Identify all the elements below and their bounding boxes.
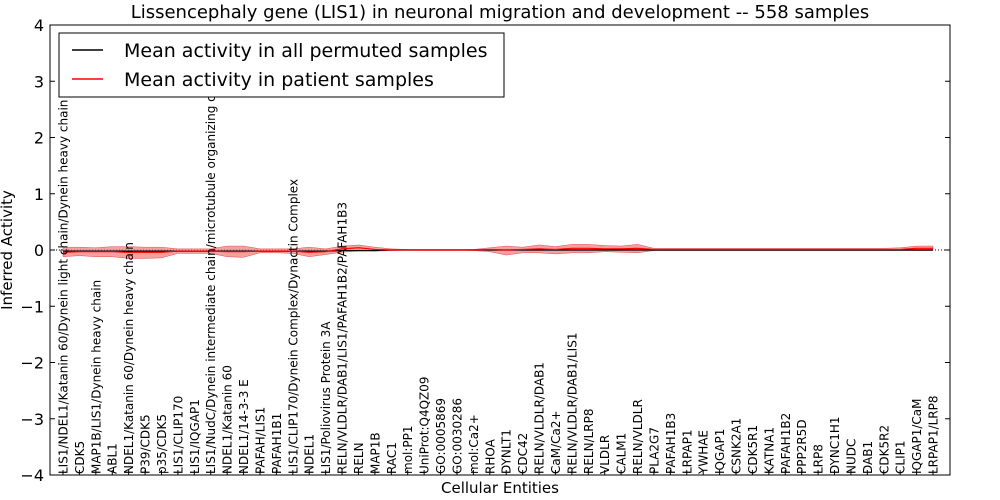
y-tick-label: 1 [34,185,44,204]
plot-area [49,24,951,476]
legend: Mean activity in all permuted samples Me… [58,32,505,98]
x-tick-label: DYNLT1 [500,429,514,474]
x-tick-label: RELN/LRP8 [582,408,596,474]
x-tick-label: ABL1 [106,443,120,474]
series-line-patient [62,247,933,253]
x-tick-label: PPP2R5D [795,419,809,474]
y-tick-label: −2 [20,354,44,373]
x-tick-label: CDC42 [516,433,530,474]
x-tick-label: RELN/VLDLR/DAB1 [533,362,547,474]
x-tick-label: RAC1 [385,442,399,474]
x-tick-label: RELN/VLDLR/DAB1/LIS1/PAFAH1B2/PAFAH1B3 [336,202,350,474]
x-axis: LIS1/NDEL1/Katanin 60/Dynein light chain… [57,63,941,475]
x-tick-label: CDK5 [73,441,87,474]
y-tick-label: 2 [34,129,44,148]
x-tick-label: P39/CDK5 [139,414,153,474]
x-tick-label: LIS1/CLIP170/Dynein Complex/Dynactin Com… [286,179,300,474]
x-tick-label: CDK5R1 [746,425,760,474]
x-tick-label: CDK5R2 [877,425,891,474]
x-tick-label: p35/CDK5 [155,414,169,474]
x-tick-label: PAFAH/LIS1 [253,407,267,474]
x-tick-label: PAFAH1B1 [270,413,284,474]
x-axis-label: Cellular Entities [441,479,559,497]
x-tick-label: LRP8 [812,444,826,474]
x-tick-label: NDEL1/Katanin 60/Dynein heavy chain [122,242,136,474]
x-tick-label: NDEL1/14-3-3 E [237,379,251,474]
legend-label-permuted: Mean activity in all permuted samples [124,40,487,62]
x-tick-label: NDEL1/Katanin 60 [221,365,235,474]
x-tick-label: PAFAH1B3 [664,413,678,474]
y-tick-label: 0 [34,241,44,260]
x-tick-label: IQGAP1/CaM [910,399,924,475]
y-tick-label: 4 [34,16,44,35]
y-tick-label: −1 [20,297,44,316]
legend-box [58,32,505,98]
x-tick-label: PAFAH1B2 [779,413,793,474]
x-tick-label: mol:Ca2+ [467,414,481,474]
y-axis-label: Inferred Activity [0,190,16,310]
x-tick-label: NDEL1 [303,434,317,474]
y-tick-label: 3 [34,72,44,91]
x-tick-label: LIS1/CLIP170 [171,396,185,474]
x-tick-label: DYNC1H1 [828,416,842,474]
x-tick-label: RELN/VLDLR [631,399,645,474]
legend-label-patient: Mean activity in patient samples [124,69,434,91]
x-tick-label: LIS1/IQGAP1 [188,399,202,474]
x-tick-label: UniProt:Q4QZ09 [418,376,432,474]
x-tick-label: CLIP1 [894,441,908,474]
x-tick-label: RHOA [483,438,497,474]
x-tick-label: LRPAP1/LRP8 [927,395,941,474]
y-tick-label: −3 [20,410,44,429]
x-tick-label: NUDC [844,439,858,474]
x-tick-label: DAB1 [861,441,875,474]
x-tick-label: KATNA1 [762,427,776,474]
x-tick-label: LIS1/Poliovirus Protein 3A [319,321,333,474]
y-axis: −4 −3 −2 −1 0 1 2 3 4 [20,16,950,485]
y-tick-label: −4 [20,466,44,485]
x-tick-label: GO:0030286 [450,398,464,474]
x-tick-label: mol:PP1 [401,425,415,474]
x-tick-label: MAP1B [368,432,382,474]
x-tick-label: LIS1/NDEL1/Katanin 60/Dynein light chain… [57,100,71,474]
x-tick-label: CaM/Ca2+ [549,410,563,474]
x-tick-label: RELN [352,442,366,474]
x-tick-label: GO:0005869 [434,398,448,474]
x-tick-label: YWHAE [697,430,711,475]
chart-title: Lissencephaly gene (LIS1) in neuronal mi… [131,2,870,23]
x-tick-label: IQGAP1 [713,429,727,474]
x-tick-label: LIS1/NudC/Dynein intermediate chain/micr… [204,63,218,474]
x-tick-label: PLA2G7 [647,427,661,474]
x-tick-label: MAP1B/LIS1/Dynein heavy chain [89,280,103,474]
x-tick-label: RELN/VLDLR/DAB1/LIS1 [565,333,579,474]
x-tick-label: CALM1 [615,433,629,474]
x-tick-label: LRPAP1 [680,429,694,474]
x-tick-label: VLDLR [598,435,612,474]
x-tick-label: CSNK2A1 [730,418,744,474]
